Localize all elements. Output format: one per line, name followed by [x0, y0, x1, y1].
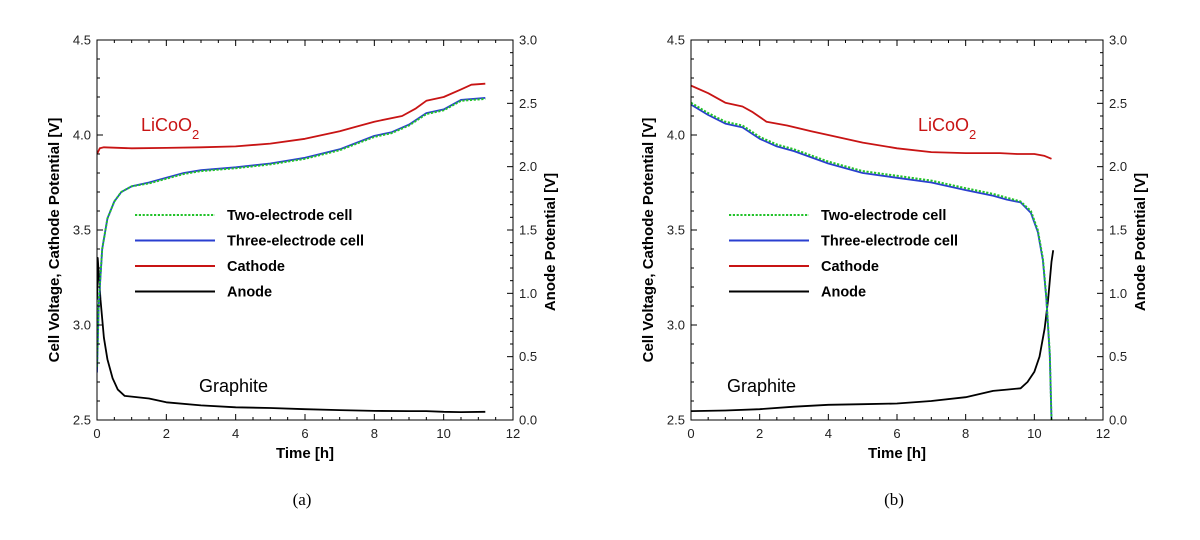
x-tick-label: 8	[371, 426, 378, 441]
y-tick-label: 4.5	[667, 33, 685, 48]
y-tick-label: 2.5	[667, 413, 685, 428]
y2-tick-label: 1.5	[519, 223, 537, 238]
x-tick-label: 4	[232, 426, 239, 441]
legend-label: Anode	[227, 285, 272, 301]
y-axis-ticks-a: 2.5 3.0 3.5 4.0 4.5	[73, 33, 103, 428]
x-tick-label: 10	[436, 426, 450, 441]
series-layer-b	[691, 84, 1055, 420]
series-line-cathode	[691, 84, 1052, 160]
x-tick-label: 2	[163, 426, 170, 441]
y-tick-label: 3.0	[667, 318, 685, 333]
legend-b: Two-electrode cell Three-electrode cell Ca…	[729, 208, 958, 301]
x-tick-label: 8	[962, 426, 969, 441]
x-axis-ticks-b: 0 2 4 6 8 10 12	[687, 40, 1110, 441]
y-tick-label: 4.5	[73, 33, 91, 48]
legend-a: Two-electrode cell Three-electrode cell Ca…	[135, 208, 364, 301]
y-axis-label-b: Cell Voltage, Cathode Potential [V]	[640, 118, 657, 363]
y-axis-ticks-b: 2.5 3.0 3.5 4.0 4.5	[667, 33, 697, 428]
legend-label: Anode	[821, 285, 866, 301]
y-tick-label: 4.0	[667, 128, 685, 143]
y2-axis-label-b: Anode Potential [V]	[1132, 173, 1149, 311]
annotation-graphite-b: Graphite	[727, 376, 796, 396]
y2-tick-label: 3.0	[519, 33, 537, 48]
y2-tick-label: 1.0	[1109, 286, 1127, 301]
y2-tick-label: 3.0	[1109, 33, 1127, 48]
legend-label: Two-electrode cell	[227, 208, 352, 224]
y2-axis-ticks-a: 0.0 0.5 1.0 1.5 2.0 2.5 3.0	[507, 33, 537, 428]
y-tick-label: 3.5	[667, 223, 685, 238]
annotation-graphite-a: Graphite	[199, 376, 268, 396]
y2-axis-ticks-b: 0.0 0.5 1.0 1.5 2.0 2.5 3.0	[1097, 33, 1127, 428]
series-line-three-electrode-cell	[691, 103, 1053, 420]
caption-a: (a)	[293, 490, 312, 509]
x-tick-label: 6	[893, 426, 900, 441]
series-line-two-electrode-cell	[691, 101, 1053, 420]
y2-tick-label: 2.5	[519, 96, 537, 111]
series-line-two-electrode-cell	[97, 97, 486, 367]
plot-frame-b	[690, 39, 1104, 421]
legend-label: Cathode	[227, 259, 285, 275]
legend-label: Cathode	[821, 259, 879, 275]
y2-tick-label: 2.5	[1109, 96, 1127, 111]
y2-tick-label: 0.0	[1109, 413, 1127, 428]
chart-panel-a: 0 2 4 6 8 10 12 2.5 3.0 3.5 4.0 4.5 0.0 0.5 1.0 1.5 2.…	[46, 33, 559, 510]
legend-label: Three-electrode cell	[821, 234, 958, 250]
x-axis-label-a: Time [h]	[276, 445, 334, 462]
x-axis-ticks-a: 0 2 4 6 8 10 12	[93, 40, 520, 441]
y2-tick-label: 0.5	[1109, 349, 1127, 364]
x-tick-label: 12	[1096, 426, 1110, 441]
y-tick-label: 3.5	[73, 223, 91, 238]
y2-axis-label-a: Anode Potential [V]	[542, 173, 559, 311]
series-line-cathode	[97, 82, 486, 155]
x-tick-label: 4	[825, 426, 832, 441]
y-tick-label: 3.0	[73, 318, 91, 333]
caption-b: (b)	[884, 490, 904, 509]
legend-label: Three-electrode cell	[227, 234, 364, 250]
y2-tick-label: 0.0	[519, 413, 537, 428]
y-tick-label: 2.5	[73, 413, 91, 428]
x-tick-label: 12	[506, 426, 520, 441]
y-axis-label-a: Cell Voltage, Cathode Potential [V]	[46, 118, 63, 363]
x-tick-label: 0	[687, 426, 694, 441]
y2-tick-label: 0.5	[519, 349, 537, 364]
x-tick-label: 6	[301, 426, 308, 441]
series-line-anode	[97, 256, 486, 414]
legend-label: Two-electrode cell	[821, 208, 946, 224]
y2-tick-label: 2.0	[1109, 159, 1127, 174]
plot-frame-a	[96, 39, 514, 421]
x-axis-label-b: Time [h]	[868, 445, 926, 462]
x-tick-label: 2	[756, 426, 763, 441]
x-tick-label: 10	[1027, 426, 1041, 441]
y-tick-label: 4.0	[73, 128, 91, 143]
series-layer-a	[97, 82, 486, 414]
chart-panel-b: 0 2 4 6 8 10 12 2.5 3.0 3.5 4.0 4.5 0.0 0.5 1.0 1.5 2.…	[640, 33, 1149, 510]
annotation-licoo2-b: LiCoO2	[918, 115, 976, 142]
y2-tick-label: 1.5	[1109, 223, 1127, 238]
x-tick-label: 0	[93, 426, 100, 441]
y2-tick-label: 1.0	[519, 286, 537, 301]
annotation-licoo2-a: LiCoO2	[141, 115, 199, 142]
y2-tick-label: 2.0	[519, 159, 537, 174]
